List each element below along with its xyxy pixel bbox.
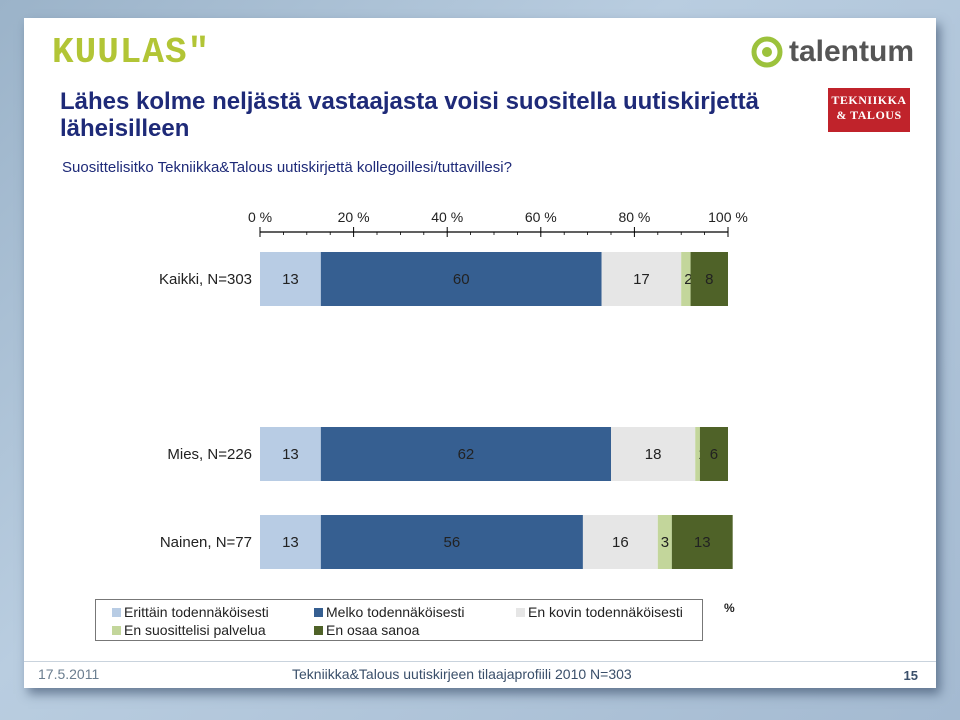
x-tick-label: 60 % bbox=[525, 209, 557, 225]
page-title: Lähes kolme neljästä vastaajasta voisi s… bbox=[60, 88, 759, 142]
slide: KUULAS" talentum TEKNIIKKA & TALOUS Lähe… bbox=[24, 18, 936, 688]
data-label: 13 bbox=[282, 534, 299, 551]
legend-item-melko: Melko todennäköisesti bbox=[314, 604, 465, 620]
footer-date: 17.5.2011 bbox=[38, 666, 100, 682]
legend-item-en-kovin: En kovin todennäköisesti bbox=[516, 604, 683, 620]
talentum-swirl-icon bbox=[751, 36, 783, 68]
talentum-logo: talentum bbox=[751, 32, 914, 72]
bar-segment bbox=[260, 515, 321, 569]
category-label: Nainen, N=77 bbox=[160, 534, 252, 551]
page-number: 15 bbox=[903, 668, 918, 683]
data-label: 60 bbox=[453, 271, 470, 288]
bar-segment bbox=[681, 252, 691, 306]
bar-segment bbox=[601, 252, 682, 306]
legend-item-en-suosittelisi: En suosittelisi palvelua bbox=[112, 622, 266, 638]
x-tick-label: 100 % bbox=[708, 209, 748, 225]
data-label: 3 bbox=[661, 534, 669, 551]
x-tick-label: 80 % bbox=[618, 209, 650, 225]
data-label: 8 bbox=[705, 271, 713, 288]
bar-segment bbox=[260, 252, 321, 306]
chart-question: Suosittelisitko Tekniikka&Talous uutiski… bbox=[62, 159, 512, 176]
bar-segment bbox=[260, 427, 321, 481]
data-label: 56 bbox=[444, 534, 461, 551]
kuulas-logo: KUULAS" bbox=[52, 32, 211, 73]
x-tick-label: 0 % bbox=[248, 209, 272, 225]
tekniikka-talous-logo: TEKNIIKKA & TALOUS bbox=[828, 88, 910, 132]
bar-segment bbox=[582, 515, 658, 569]
unit-label: % bbox=[724, 601, 735, 615]
data-label: 16 bbox=[612, 534, 629, 551]
category-label: Mies, N=226 bbox=[167, 446, 252, 463]
legend-item-erittain: Erittäin todennäköisesti bbox=[112, 604, 269, 620]
x-tick-label: 20 % bbox=[338, 209, 370, 225]
legend-swatch bbox=[314, 625, 323, 635]
legend-label: Erittäin todennäköisesti bbox=[124, 604, 269, 620]
data-label: 13 bbox=[282, 446, 299, 463]
bar-segment bbox=[699, 427, 728, 481]
x-tick-label: 40 % bbox=[431, 209, 463, 225]
legend-swatch bbox=[112, 607, 121, 617]
bar-segment bbox=[611, 427, 696, 481]
data-label: 6 bbox=[710, 446, 718, 463]
data-label: 17 bbox=[633, 271, 650, 288]
legend-label: En kovin todennäköisesti bbox=[528, 604, 683, 620]
data-label: 13 bbox=[282, 271, 299, 288]
legend-item-en-osaa-sanoa: En osaa sanoa bbox=[314, 622, 419, 638]
data-label: 18 bbox=[645, 446, 662, 463]
bar-segment bbox=[671, 515, 733, 569]
data-label: 62 bbox=[458, 446, 475, 463]
legend-label: Melko todennäköisesti bbox=[326, 604, 465, 620]
tekniikka-talous-logo-line1: TEKNIIKKA bbox=[831, 93, 907, 107]
bar-segment bbox=[695, 427, 700, 481]
data-label: 2 bbox=[684, 271, 692, 288]
footer: 17.5.2011 Tekniikka&Talous uutiskirjeen … bbox=[24, 661, 936, 688]
category-label: Kaikki, N=303 bbox=[159, 271, 252, 288]
legend-label: En suosittelisi palvelua bbox=[124, 622, 266, 638]
talentum-logo-text: talentum bbox=[788, 35, 914, 68]
bar-segment bbox=[657, 515, 672, 569]
bar-segment bbox=[320, 252, 602, 306]
footer-title: Tekniikka&Talous uutiskirjeen tilaajapro… bbox=[292, 666, 632, 682]
stacked-bar-chart: 0 % 20 % 40 % 60 % 80 % 100 % Kaikki, N=303 13 6… bbox=[159, 209, 748, 569]
legend-swatch bbox=[314, 607, 323, 617]
bar-segment bbox=[320, 515, 583, 569]
data-label: 13 bbox=[694, 534, 711, 551]
legend-swatch bbox=[112, 625, 121, 635]
legend-swatch bbox=[516, 607, 525, 617]
bar-segment bbox=[690, 252, 728, 306]
tekniikka-talous-logo-line2: & TALOUS bbox=[836, 108, 902, 122]
legend-label: En osaa sanoa bbox=[326, 622, 420, 638]
bar-segment bbox=[320, 427, 611, 481]
chart-legend: Erittäin todennäköisesti Melko todennäkö… bbox=[95, 599, 703, 641]
